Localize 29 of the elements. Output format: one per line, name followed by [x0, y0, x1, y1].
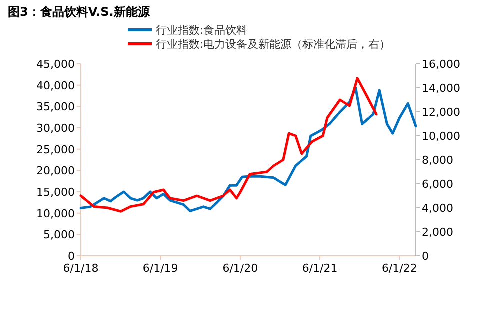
line-series [80, 77, 378, 213]
legend-label: 行业指数:食品饮料 [156, 24, 248, 37]
y-tick-label: 25,000 [36, 143, 75, 156]
y2-tick-label: 8,000 [422, 154, 454, 167]
y-tick-label: 15,000 [36, 186, 75, 199]
chart-title: 图3：食品饮料V.S.新能源 [8, 5, 151, 19]
y-tick-label: 5,000 [44, 228, 75, 242]
y-tick-label: 35,000 [36, 100, 75, 114]
y2-tick-label: 6,000 [422, 178, 454, 191]
x-tick-label: 6/1/19 [142, 262, 178, 275]
y-tick-label: 0 [68, 250, 75, 263]
y-tick-label: 20,000 [36, 164, 75, 178]
x-tick-label: 6/1/18 [63, 262, 99, 275]
x-tick-label: 6/1/22 [382, 262, 418, 275]
line-series [80, 86, 418, 212]
x-tick-label: 6/1/20 [222, 262, 258, 275]
y2-tick-label: 2,000 [422, 226, 454, 239]
y2-tick-label: 16,000 [422, 58, 460, 71]
y2-tick-label: 12,000 [422, 106, 460, 119]
y-tick-label: 40,000 [36, 79, 75, 92]
y-tick-label: 30,000 [36, 122, 75, 135]
y2-tick-label: 0 [422, 250, 429, 263]
y-tick-label: 10,000 [36, 207, 75, 220]
y2-tick-label: 14,000 [422, 82, 460, 95]
x-tick-label: 6/1/21 [302, 262, 338, 275]
y-tick-label: 45,000 [36, 58, 75, 71]
y2-tick-label: 10,000 [422, 130, 460, 143]
legend-label: 行业指数:电力设备及新能源（标准化滞后，右） [156, 38, 391, 51]
y2-tick-label: 4,000 [422, 202, 454, 215]
